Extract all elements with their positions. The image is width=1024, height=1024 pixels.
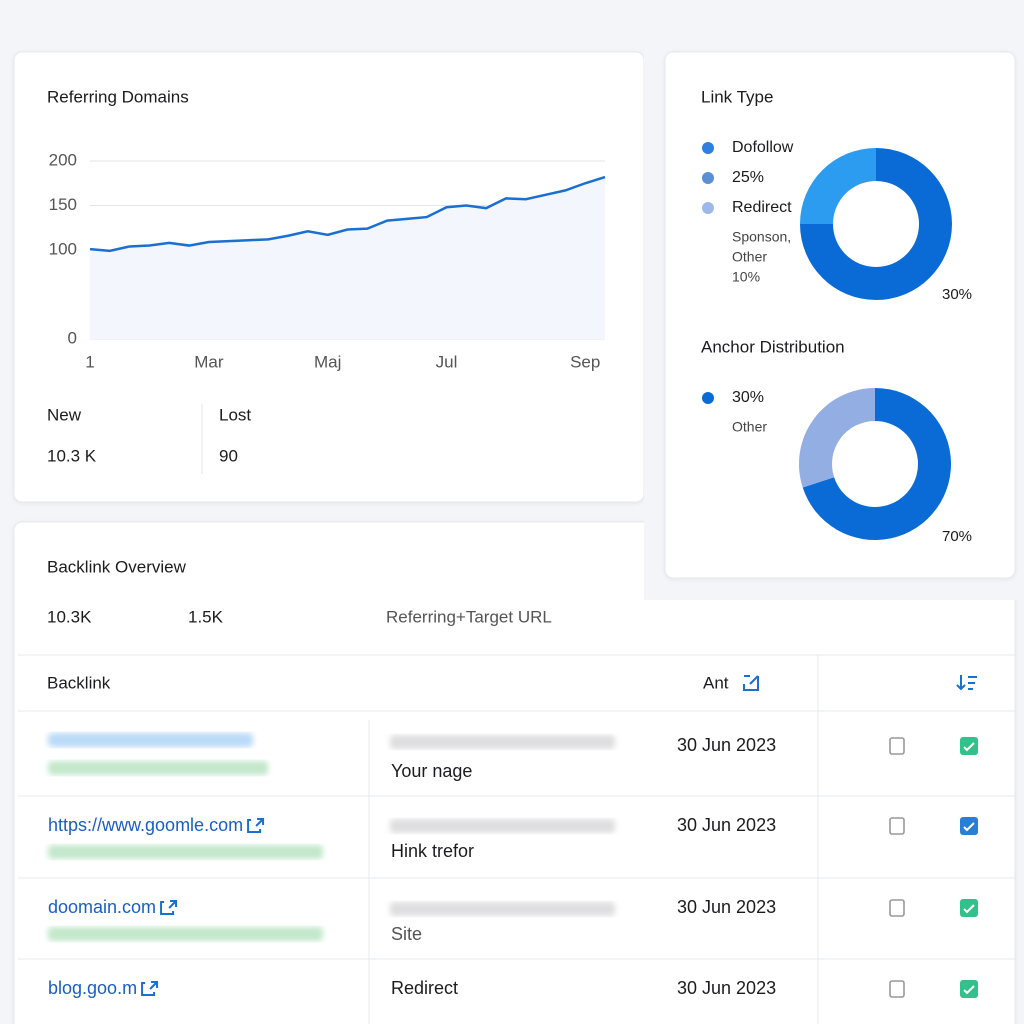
legend-dot [702, 202, 714, 214]
x-tick-label: Jul [436, 352, 458, 371]
chart-title: Link Type [701, 87, 773, 106]
check-mark [963, 742, 975, 752]
legend-label: Dofollow [732, 139, 794, 156]
legend-dot [702, 392, 714, 404]
data-label: 30% [942, 286, 972, 303]
backlink-url[interactable]: https://www.goomle.com [48, 815, 243, 835]
stat: 1.5K [188, 607, 224, 626]
donut-segment [800, 148, 876, 224]
chart-title: Anchor Distribution [701, 337, 845, 356]
legend-label: Sponson, [732, 229, 791, 245]
date: 30 Jun 2023 [677, 978, 776, 998]
legend-dot [702, 172, 714, 184]
stat-label: Lost [219, 405, 251, 424]
status-check[interactable] [960, 980, 978, 998]
donut-segment [800, 148, 952, 300]
status-check[interactable] [960, 899, 978, 917]
link-icon[interactable] [247, 818, 265, 833]
anchor-text: Hink trefor [391, 841, 474, 861]
blurred-text [48, 761, 268, 775]
x-tick-label: Maj [314, 352, 341, 371]
legend-label: Redirect [732, 199, 792, 216]
status-check[interactable] [960, 817, 978, 835]
legend-label: Other [732, 249, 767, 265]
blurred-text [48, 845, 323, 859]
date: 30 Jun 2023 [677, 735, 776, 755]
donut-segment [799, 388, 875, 488]
donut-segment [802, 388, 952, 541]
type-icon [889, 899, 905, 917]
column-header: Ant [703, 673, 729, 692]
date: 30 Jun 2023 [677, 897, 776, 917]
link-icon[interactable] [160, 900, 178, 915]
check-mark [963, 904, 975, 914]
stat-value: 90 [219, 446, 238, 465]
blurred-text [390, 902, 615, 916]
y-tick-label: 150 [49, 195, 77, 214]
anchor-text: Redirect [391, 978, 458, 998]
stat-value: 10.3 K [47, 446, 97, 465]
data-label: 70% [942, 528, 972, 545]
backlink-url[interactable]: doomain.com [48, 897, 156, 917]
type-icon [889, 817, 905, 835]
blurred-text [48, 733, 253, 747]
y-tick-label: 100 [49, 239, 77, 258]
type-icon [889, 980, 905, 998]
blurred-text [48, 927, 323, 941]
link-icon[interactable] [141, 981, 159, 996]
legend-label: 25% [732, 169, 764, 186]
legend-dot [702, 142, 714, 154]
sort-icon[interactable] [956, 675, 977, 691]
stat: Referring+Target URL [386, 607, 552, 626]
legend-label: 10% [732, 269, 760, 285]
x-tick-label: Sep [570, 352, 600, 371]
y-tick-label: 200 [49, 150, 77, 169]
x-tick-label: Mar [194, 352, 224, 371]
backlink-card [13, 521, 1016, 1024]
blurred-text [390, 819, 615, 833]
check-mark [963, 985, 975, 995]
section-title: Backlink Overview [47, 557, 187, 576]
legend-label: 30% [732, 389, 764, 406]
legend-label: Other [732, 419, 767, 435]
area [90, 177, 605, 339]
x-tick-label: 1 [85, 352, 94, 371]
anchor-text: Your nage [391, 761, 472, 781]
link-icon [743, 675, 759, 691]
check-mark [963, 822, 975, 832]
line [89, 175, 606, 253]
column-header: Backlink [47, 673, 111, 692]
blurred-text [390, 735, 615, 749]
backlink-url[interactable]: blog.goo.m [48, 978, 137, 998]
y-tick-label: 0 [68, 328, 77, 347]
status-check[interactable] [960, 737, 978, 755]
stat: 10.3K [47, 607, 92, 626]
stat-label: New [47, 405, 82, 424]
anchor-text: Site [391, 924, 422, 944]
type-icon [889, 737, 905, 755]
chart-title: Referring Domains [47, 87, 189, 106]
date: 30 Jun 2023 [677, 815, 776, 835]
